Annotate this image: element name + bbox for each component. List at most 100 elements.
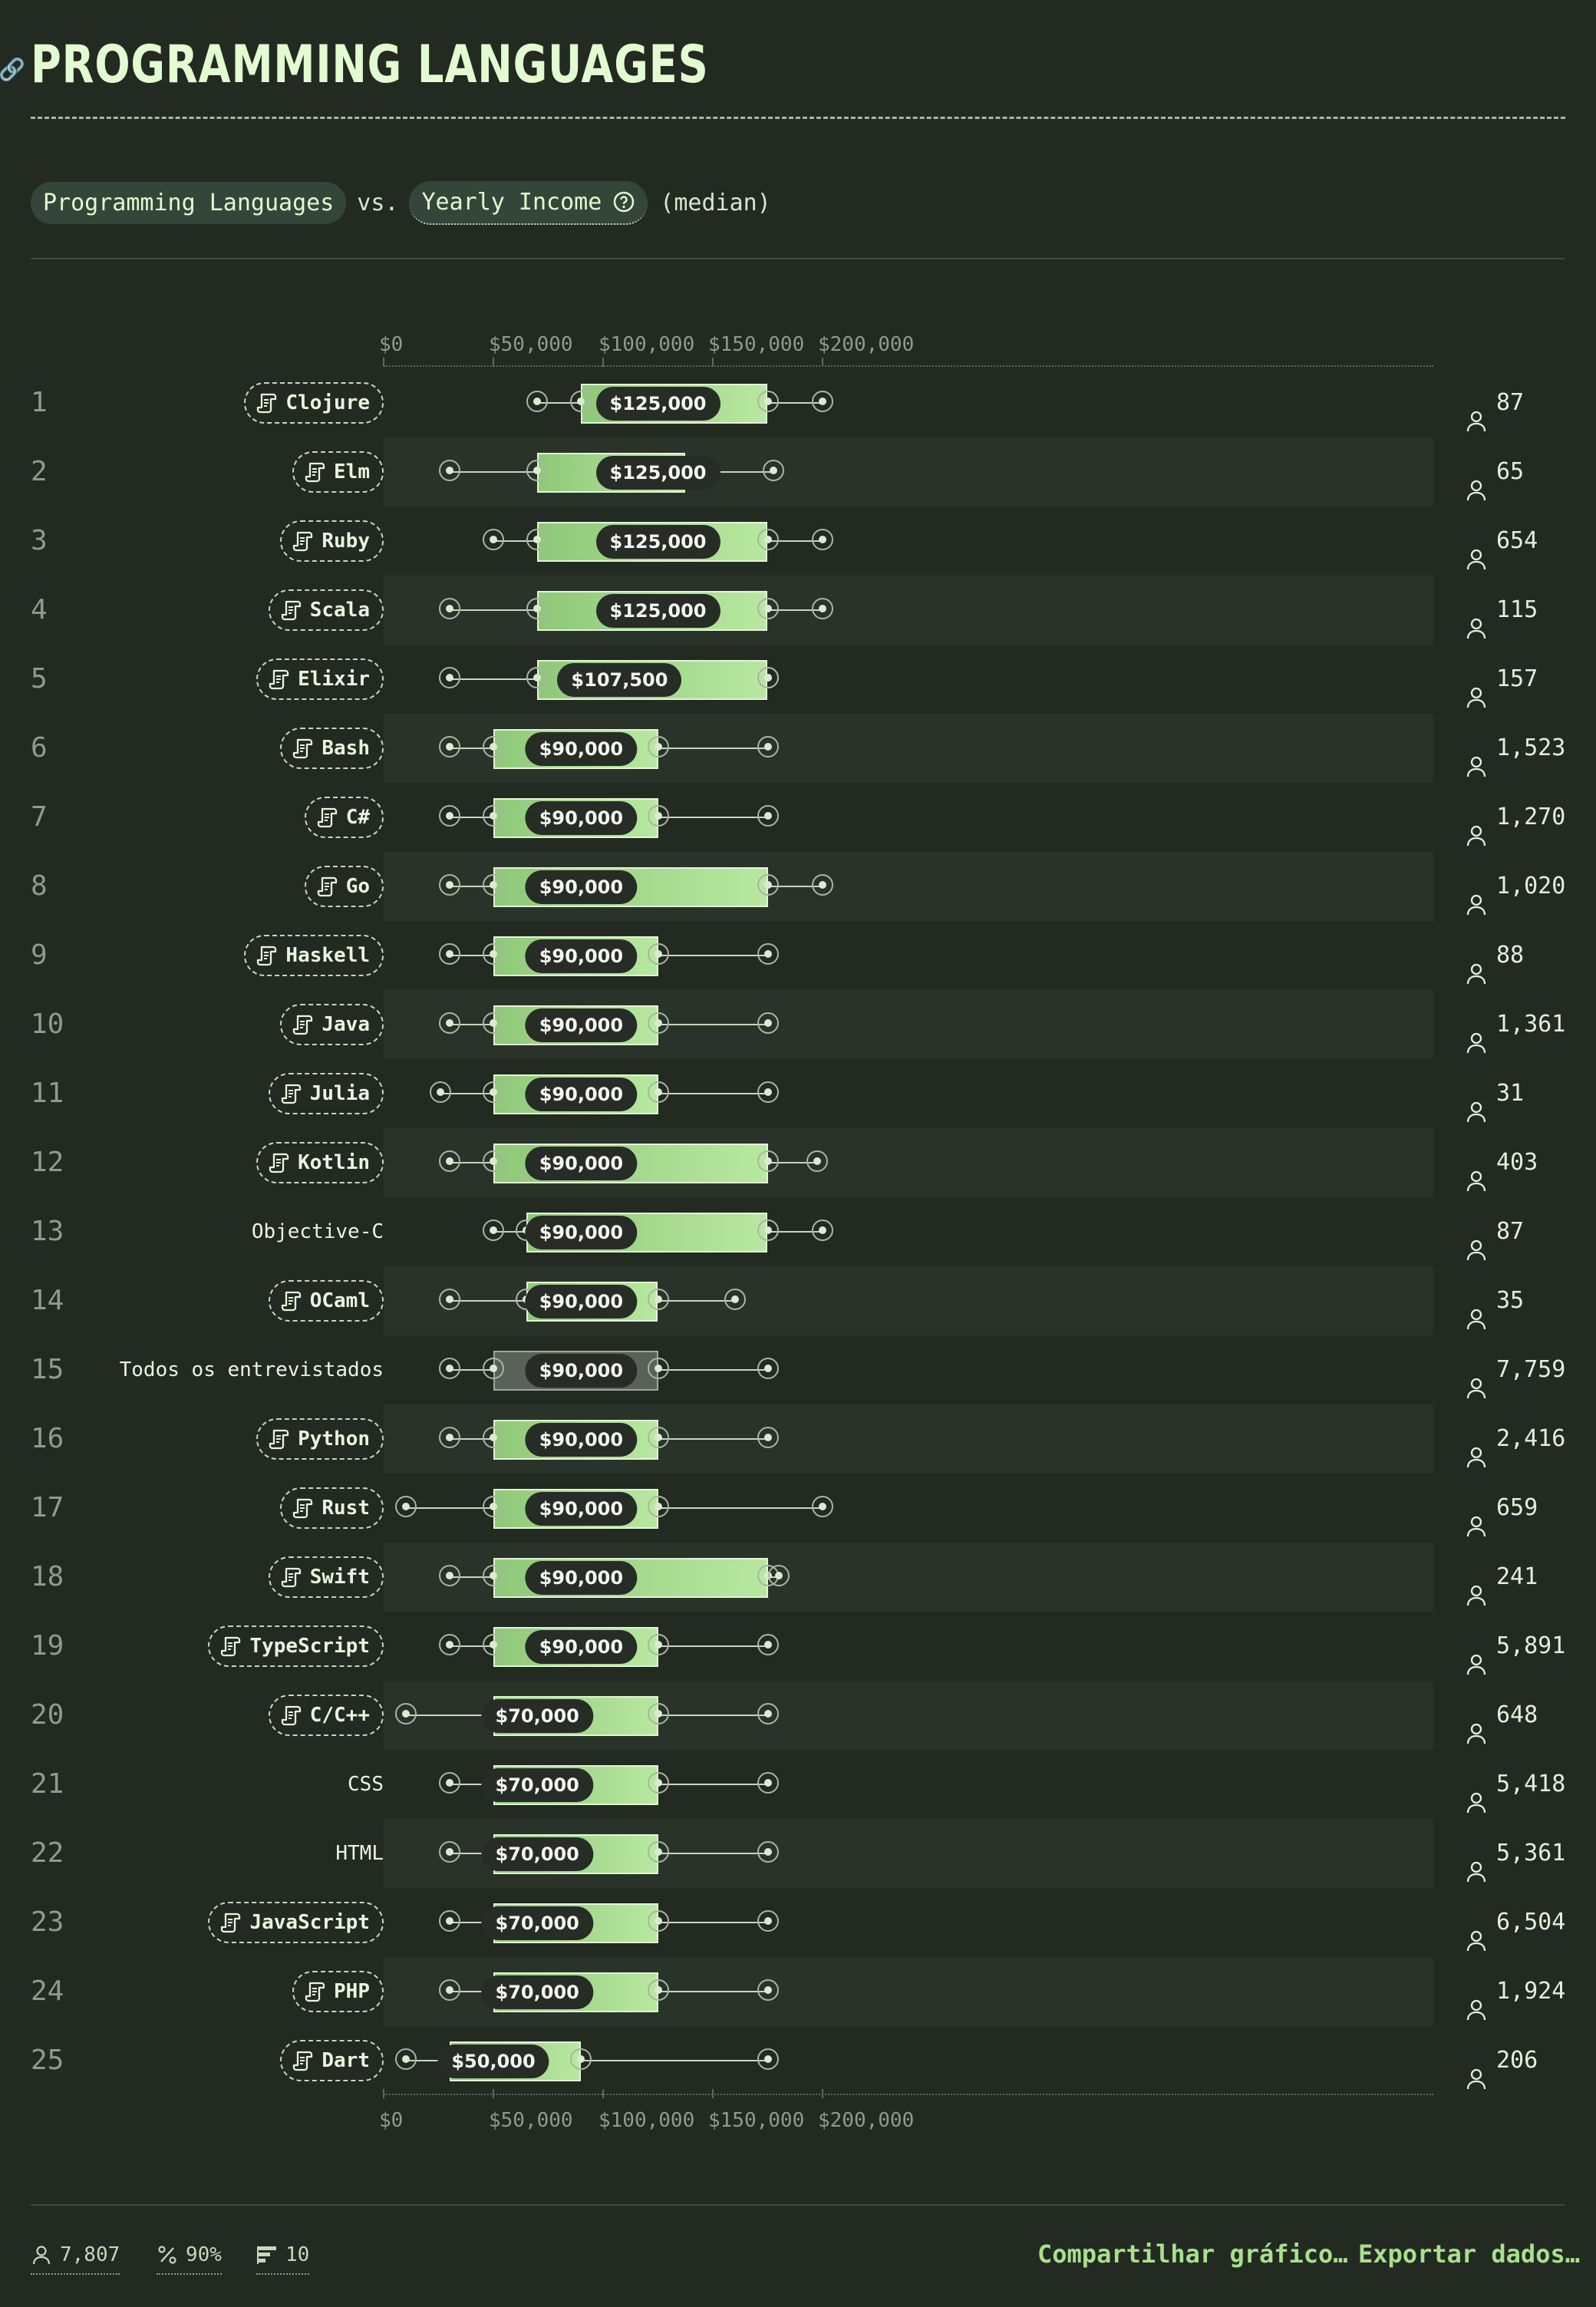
min-point[interactable] [430, 1081, 452, 1103]
chart-row-18[interactable]: 18 Swift $90,000 241 [31, 1543, 1565, 1612]
q3-point[interactable] [647, 943, 669, 965]
min-point[interactable] [526, 391, 549, 412]
max-point[interactable] [757, 667, 779, 688]
min-point[interactable] [438, 1012, 460, 1034]
chart-row-16[interactable]: 16 Python $90,000 2,416 [31, 1404, 1565, 1474]
max-point[interactable] [757, 1841, 779, 1863]
min-point[interactable] [438, 1979, 460, 2001]
min-point[interactable] [438, 1427, 460, 1448]
q3-point[interactable] [647, 1703, 669, 1724]
min-point[interactable] [394, 1496, 417, 1517]
q3-point[interactable] [647, 1910, 669, 1932]
language-tag[interactable]: Scala [268, 589, 384, 631]
language-tag[interactable]: TypeScript [208, 1625, 384, 1667]
language-tag[interactable]: Julia [268, 1073, 384, 1114]
q3-point[interactable] [647, 1772, 669, 1794]
min-point[interactable] [438, 1358, 460, 1379]
max-point[interactable] [757, 1910, 779, 1932]
language-tag[interactable]: C# [304, 797, 384, 838]
language-tag[interactable]: Java [280, 1004, 384, 1045]
share-chart-link[interactable]: Compartilhar gráfico… [1037, 2239, 1348, 2269]
q1-point[interactable] [483, 1358, 504, 1379]
q3-point[interactable] [757, 598, 779, 619]
chart-row-12[interactable]: 12 Kotlin $90,000 403 [31, 1128, 1565, 1197]
q1-point[interactable] [526, 529, 549, 550]
q3-point[interactable] [647, 1634, 669, 1655]
chart-row-19[interactable]: 19 TypeScript $90,000 5,891 [31, 1612, 1565, 1681]
min-point[interactable] [438, 667, 460, 688]
min-point[interactable] [438, 1634, 460, 1655]
min-point[interactable] [438, 460, 460, 481]
min-point[interactable] [483, 529, 504, 550]
min-point[interactable] [438, 1841, 460, 1863]
q1-point[interactable] [483, 874, 504, 896]
max-point[interactable] [757, 1081, 779, 1103]
q3-point[interactable] [647, 1012, 669, 1034]
min-point[interactable] [438, 874, 460, 896]
chart-row-14[interactable]: 14 OCaml $90,000 35 [31, 1266, 1565, 1335]
q3-point[interactable] [757, 391, 779, 412]
chart-row-7[interactable]: 7 C# $90,000 1,270 [31, 783, 1565, 852]
measure-pill[interactable]: Yearly Income [409, 180, 648, 225]
q3-point[interactable] [647, 1496, 669, 1517]
max-point[interactable] [812, 1220, 833, 1241]
chart-row-25[interactable]: 25 Dart $50,000 206 [31, 2026, 1565, 2095]
q1-point[interactable] [483, 1634, 504, 1655]
dimension-pill[interactable]: Programming Languages [31, 181, 347, 224]
min-point[interactable] [438, 943, 460, 965]
min-point[interactable] [438, 805, 460, 827]
max-point[interactable] [757, 1772, 779, 1794]
min-point[interactable] [483, 1220, 504, 1241]
q1-point[interactable] [483, 943, 504, 965]
max-point[interactable] [757, 1979, 779, 2001]
language-tag[interactable]: Swift [268, 1556, 384, 1598]
q3-point[interactable] [570, 2048, 592, 2070]
percent-stat[interactable]: 90% [157, 2239, 222, 2275]
language-tag[interactable]: Bash [280, 728, 384, 769]
chart-row-6[interactable]: 6 Bash $90,000 1,523 [31, 714, 1565, 783]
q1-point[interactable] [483, 1150, 504, 1172]
max-point[interactable] [757, 1358, 779, 1379]
chart-row-3[interactable]: 3 Ruby $125,000 654 [31, 507, 1565, 576]
max-point[interactable] [812, 874, 833, 896]
max-point[interactable] [724, 1289, 746, 1310]
max-point[interactable] [757, 1012, 779, 1034]
chart-row-8[interactable]: 8 Go $90,000 1,020 [31, 852, 1565, 921]
max-point[interactable] [757, 1427, 779, 1448]
language-tag[interactable]: Clojure [244, 382, 384, 424]
q3-point[interactable] [647, 1841, 669, 1863]
max-point[interactable] [757, 736, 779, 757]
max-point[interactable] [806, 1150, 828, 1172]
chart-row-2[interactable]: 2 Elm $125,000 65 [31, 437, 1565, 507]
max-point[interactable] [812, 391, 833, 412]
min-point[interactable] [394, 1703, 417, 1724]
q1-point[interactable] [483, 805, 504, 827]
max-point[interactable] [757, 2048, 779, 2070]
q3-point[interactable] [647, 1979, 669, 2001]
q1-point[interactable] [526, 460, 549, 481]
q1-point[interactable] [483, 1565, 504, 1586]
language-tag[interactable]: Ruby [280, 520, 384, 562]
language-tag[interactable]: OCaml [268, 1280, 384, 1322]
max-point[interactable] [812, 529, 833, 550]
q1-point[interactable] [483, 736, 504, 757]
max-point[interactable] [757, 805, 779, 827]
min-point[interactable] [394, 2048, 417, 2070]
chart-row-10[interactable]: 10 Java $90,000 1,361 [31, 990, 1565, 1059]
q1-point[interactable] [526, 667, 549, 688]
export-data-link[interactable]: Exportar dados… [1358, 2239, 1580, 2269]
max-point[interactable] [757, 1703, 779, 1724]
max-point[interactable] [812, 598, 833, 619]
chart-row-22[interactable]: 22 HTML $70,000 5,361 [31, 1819, 1565, 1888]
q3-point[interactable] [757, 529, 779, 550]
q1-point[interactable] [483, 1012, 504, 1034]
language-tag[interactable]: Kotlin [256, 1142, 384, 1183]
chart-row-24[interactable]: 24 PHP $70,000 1,924 [31, 1957, 1565, 2026]
help-icon[interactable] [612, 190, 635, 213]
max-point[interactable] [762, 460, 784, 481]
chart-row-5[interactable]: 5 Elixir $107,500 157 [31, 645, 1565, 714]
q3-point[interactable] [757, 1150, 779, 1172]
chart-row-9[interactable]: 9 Haskell $90,000 88 [31, 921, 1565, 990]
q3-point[interactable] [757, 874, 779, 896]
min-point[interactable] [438, 1565, 460, 1586]
